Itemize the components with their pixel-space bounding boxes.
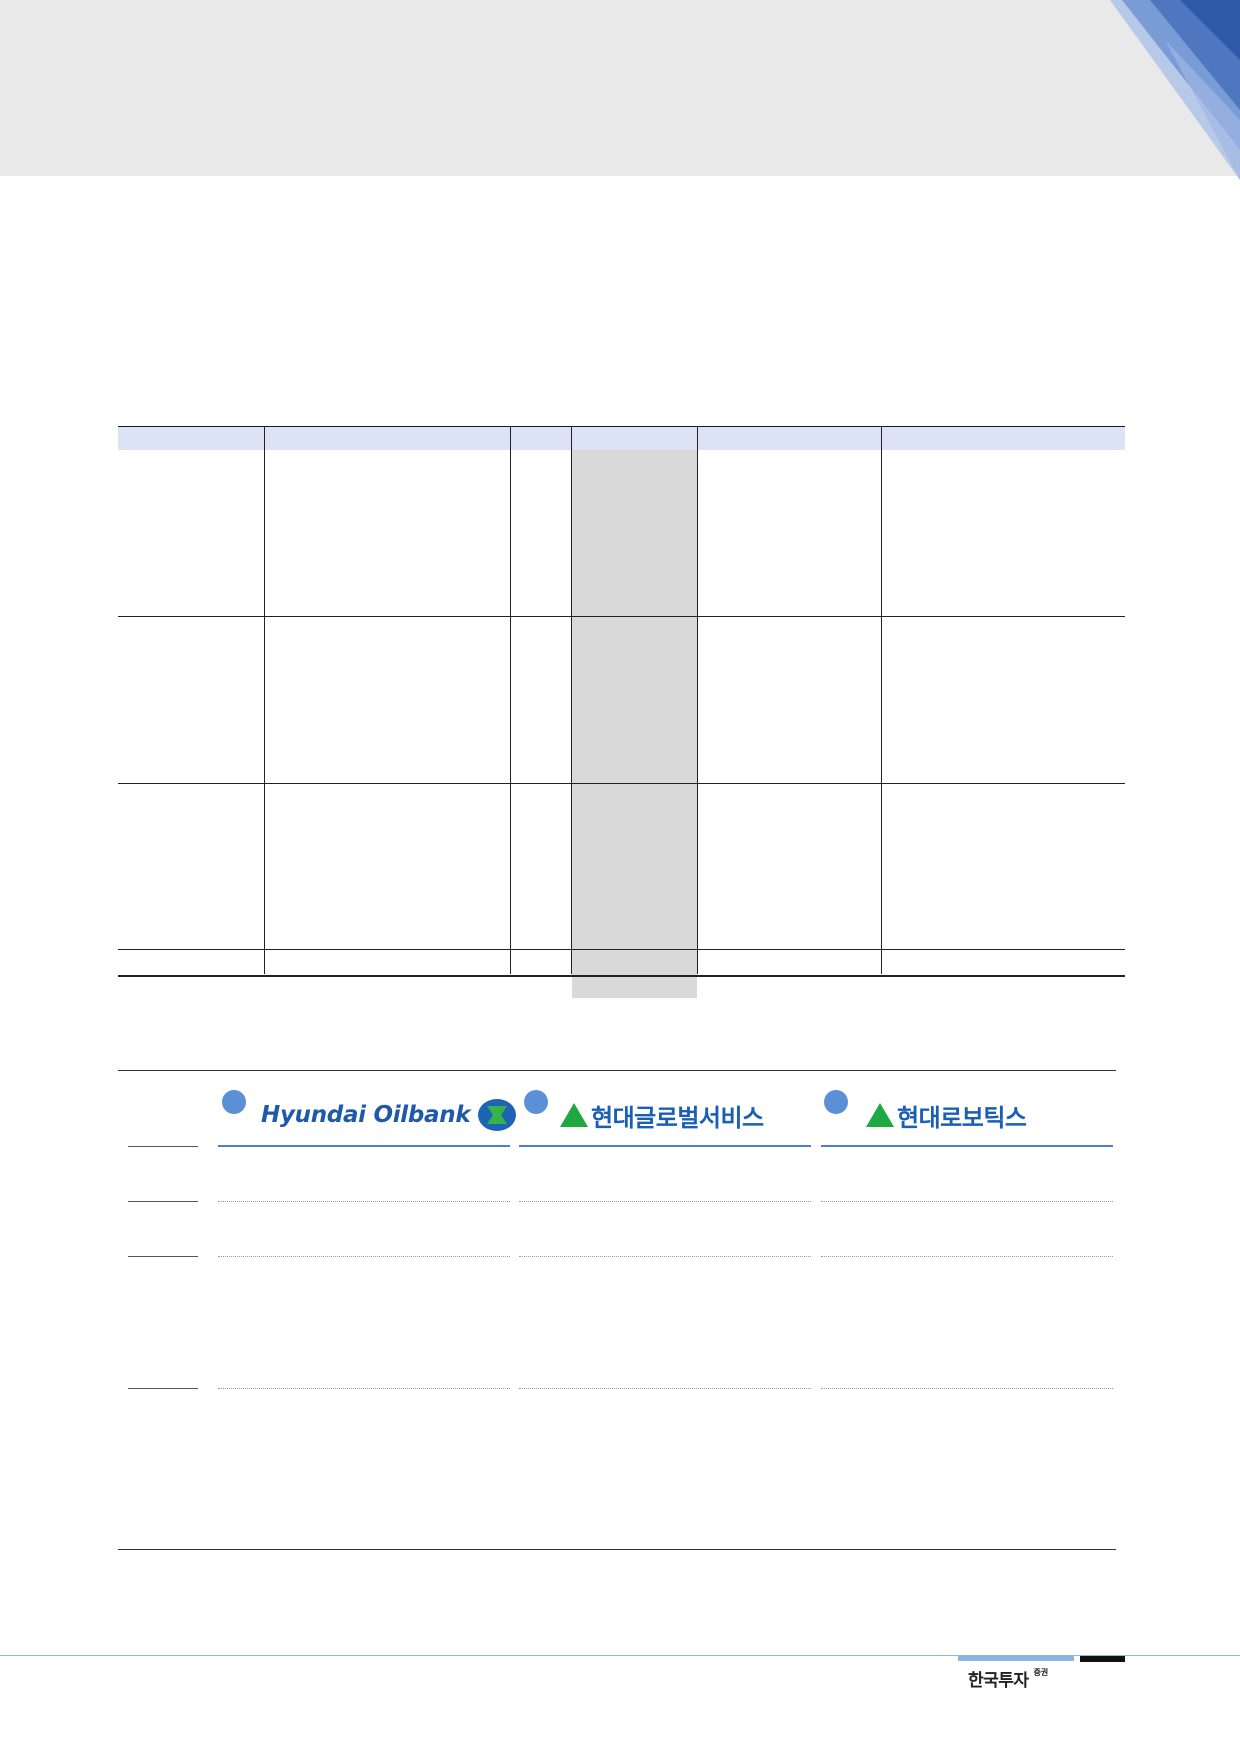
row-divider: [821, 1388, 1113, 1389]
row-divider: [218, 1256, 510, 1257]
logo-text: Hyundai Oilbank: [261, 1102, 471, 1128]
row-divider: [118, 616, 1125, 617]
marker-dot-icon: [222, 1090, 246, 1114]
row-divider: [821, 1201, 1113, 1202]
row-divider: [218, 1201, 510, 1202]
row-divider: [519, 1388, 811, 1389]
row-label-line: [128, 1256, 198, 1257]
row-divider: [519, 1201, 811, 1202]
column-header-line: [218, 1145, 510, 1147]
column-divider: [571, 426, 572, 974]
column-header-line: [821, 1145, 1113, 1147]
row-label-line: [128, 1201, 198, 1202]
column-header-line: [519, 1145, 811, 1147]
data-table: [118, 426, 1125, 998]
brand-suffix: 증권: [1033, 1668, 1049, 1677]
footer-accent-bar: [958, 1656, 1074, 1661]
row-divider: [218, 1388, 510, 1389]
brand-name: 한국투자: [968, 1671, 1029, 1691]
comparison-bottom-border: [118, 1549, 1116, 1550]
hyundai-global-service-logo: 현대글로벌서비스: [560, 1098, 764, 1132]
logo-text: 현대로보틱스: [897, 1103, 1027, 1132]
column-divider: [697, 426, 698, 974]
row-divider: [118, 783, 1125, 784]
affiliate-comparison: Hyundai Oilbank 현대글로벌서비스 현대로보틱스: [118, 1070, 1116, 1550]
table-header-row: [118, 426, 1125, 450]
row-divider: [821, 1256, 1113, 1257]
column-divider: [264, 426, 265, 974]
logo-text: 현대글로벌서비스: [591, 1103, 764, 1132]
comparison-top-border: [118, 1070, 1116, 1071]
marker-dot-icon: [524, 1090, 548, 1114]
hyundai-robotics-logo: 현대로보틱스: [866, 1098, 1027, 1132]
row-label-line: [128, 1146, 198, 1147]
footer-rule: [0, 1655, 1240, 1656]
marker-dot-icon: [824, 1090, 848, 1114]
highlighted-column: [572, 450, 697, 998]
hyundai-oilbank-logo: Hyundai Oilbank: [261, 1098, 517, 1132]
column-divider: [881, 426, 882, 974]
row-label-line: [128, 1388, 198, 1389]
footer-brand: 한국투자 증권: [968, 1666, 1048, 1691]
corner-decoration-icon: [1110, 0, 1240, 180]
table-bottom-border: [118, 975, 1125, 977]
row-divider: [118, 949, 1125, 950]
column-divider: [510, 426, 511, 974]
footer-page-marker: [1080, 1656, 1125, 1662]
oilbank-emblem-icon: [478, 1099, 517, 1131]
header-band: [0, 0, 1240, 176]
row-divider: [519, 1256, 811, 1257]
hyundai-triangle-icon: [560, 1103, 588, 1127]
hyundai-triangle-icon: [866, 1103, 894, 1127]
